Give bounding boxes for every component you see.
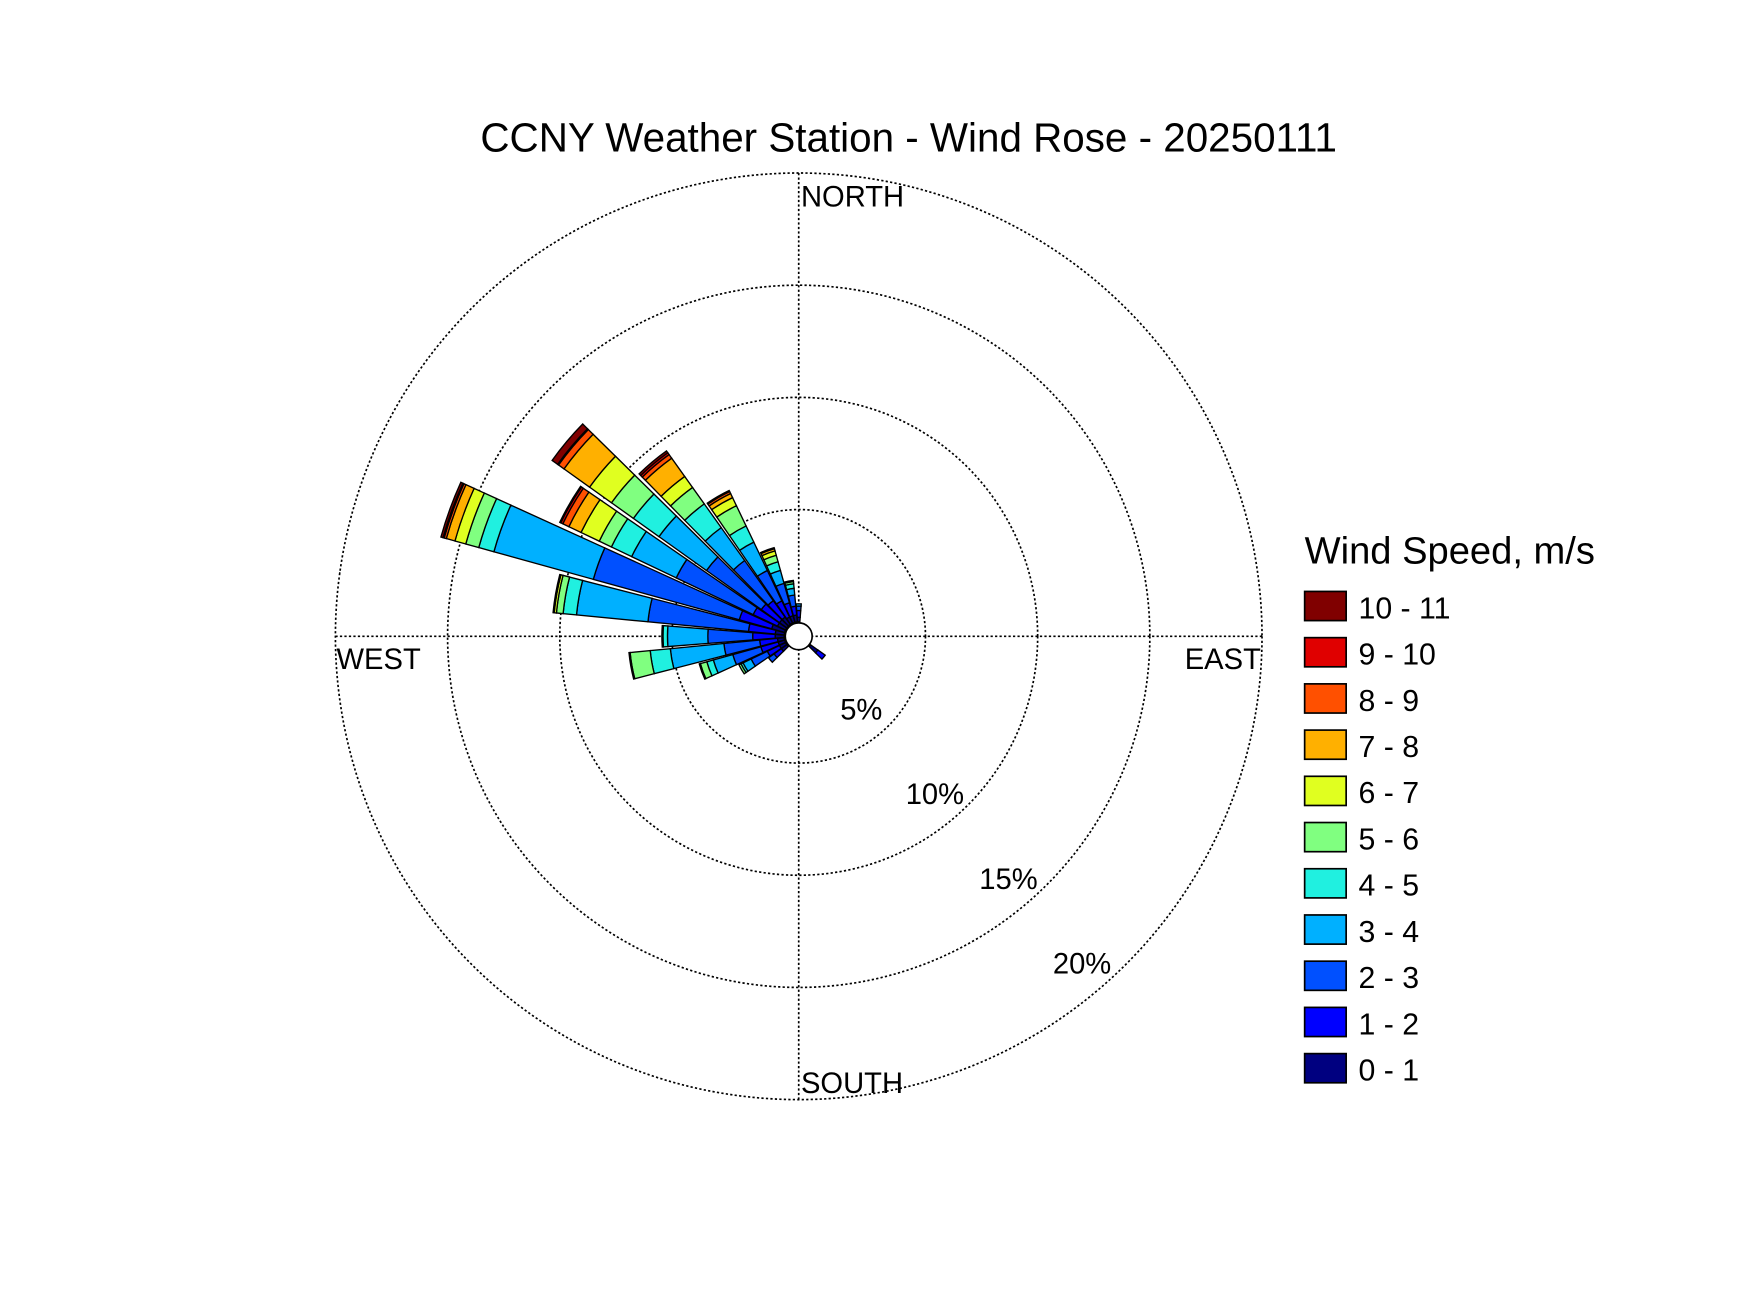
rose-segment <box>628 651 636 680</box>
rose-segment <box>638 449 669 477</box>
legend-label: 0 - 1 <box>1358 1055 1419 1088</box>
direction-label: WEST <box>337 644 421 676</box>
legend-swatch <box>1303 775 1347 807</box>
legend-label: 8 - 9 <box>1358 685 1419 718</box>
legend-label: 5 - 6 <box>1358 823 1419 856</box>
legend-label: 3 - 4 <box>1358 916 1419 949</box>
rose-segment <box>759 546 776 555</box>
legend-label: 2 - 3 <box>1358 962 1419 995</box>
legend-swatch <box>1303 1006 1347 1038</box>
legend-label: 9 - 10 <box>1358 639 1435 672</box>
rose-segment <box>814 649 827 661</box>
legend-swatch <box>1303 590 1347 622</box>
direction-label: SOUTH <box>801 1068 903 1100</box>
rose-segment <box>698 662 707 680</box>
ring-label: 5% <box>840 694 882 726</box>
legend-swatch <box>1303 960 1347 992</box>
legend-label: 6 - 7 <box>1358 777 1419 810</box>
legend-label: 7 - 8 <box>1358 731 1419 764</box>
legend-swatch <box>1303 914 1347 945</box>
ring-label: 20% <box>1053 948 1111 980</box>
ring-label: 15% <box>979 864 1037 896</box>
legend-swatch <box>1303 1052 1347 1084</box>
rose-segment <box>440 481 464 539</box>
rose-segment <box>795 603 802 607</box>
legend-swatch <box>1303 729 1347 761</box>
rose-segment <box>738 662 747 675</box>
ring-label: 10% <box>906 779 964 811</box>
rose-segment <box>661 624 665 648</box>
rose-segment <box>551 423 589 466</box>
legend-swatch <box>1303 636 1347 668</box>
legend-label: 4 - 5 <box>1358 870 1419 903</box>
legend-swatch <box>1303 867 1347 899</box>
legend-label: 10 - 11 <box>1358 592 1450 625</box>
rose-segment <box>666 625 709 648</box>
center-hole <box>784 622 814 651</box>
chart-title: CCNY Weather Station - Wind Rose - 20250… <box>480 115 1337 161</box>
legend-label: 1 - 2 <box>1358 1008 1419 1041</box>
legend-swatch <box>1303 683 1347 714</box>
direction-label: NORTH <box>801 182 904 214</box>
rose-segment <box>558 485 583 524</box>
rose-segment <box>783 579 795 584</box>
direction-label: EAST <box>1185 644 1261 676</box>
legend-title: Wind Speed, m/s <box>1305 529 1595 572</box>
rose-segment <box>706 489 731 506</box>
legend-swatch <box>1303 821 1347 853</box>
rose-segment <box>552 573 562 614</box>
